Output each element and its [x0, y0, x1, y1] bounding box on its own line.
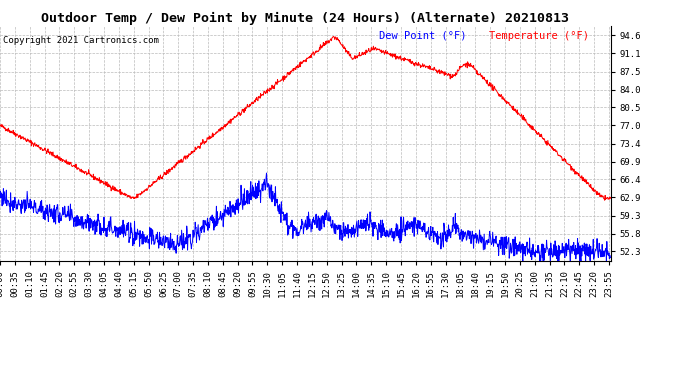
Text: Dew Point (°F): Dew Point (°F) [379, 31, 466, 41]
Title: Outdoor Temp / Dew Point by Minute (24 Hours) (Alternate) 20210813: Outdoor Temp / Dew Point by Minute (24 H… [41, 12, 569, 25]
Text: Copyright 2021 Cartronics.com: Copyright 2021 Cartronics.com [3, 36, 159, 45]
Text: Temperature (°F): Temperature (°F) [489, 31, 589, 41]
